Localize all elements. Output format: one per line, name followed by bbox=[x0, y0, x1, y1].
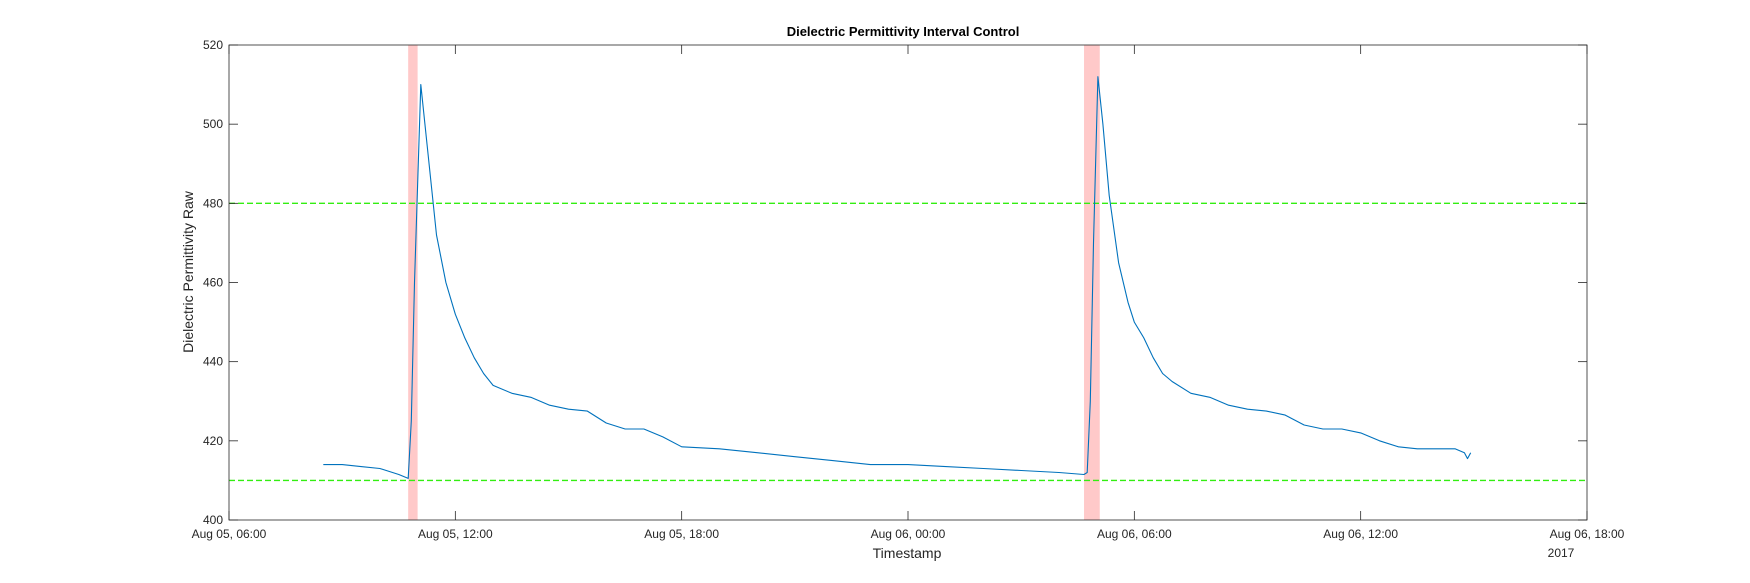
y-axis-ticks: 400 420 440 460 480 500 520 bbox=[203, 38, 1587, 527]
x-tick-label: Aug 05, 18:00 bbox=[644, 527, 719, 541]
y-tick-label: 460 bbox=[203, 276, 223, 290]
y-tick-label: 500 bbox=[203, 117, 223, 131]
x-tick-label: Aug 06, 18:00 bbox=[1550, 527, 1625, 541]
x-axis-year-label: 2017 bbox=[1548, 546, 1575, 560]
data-series bbox=[323, 76, 1472, 479]
y-axis-label: Dielectric Permittivity Raw bbox=[180, 190, 196, 353]
y-tick-label: 400 bbox=[203, 513, 223, 527]
plot-background bbox=[229, 45, 1587, 520]
x-tick-label: Aug 05, 12:00 bbox=[418, 527, 493, 541]
y-tick-label: 420 bbox=[203, 434, 223, 448]
x-axis-label: Timestamp bbox=[873, 545, 942, 561]
reference-lines bbox=[229, 202, 1587, 482]
chart-title: Dielectric Permittivity Interval Control bbox=[787, 24, 1020, 39]
y-tick-label: 520 bbox=[203, 38, 223, 52]
x-axis-ticks: Aug 05, 06:00 Aug 05, 12:00 Aug 05, 18:00 A… bbox=[192, 45, 1625, 541]
x-tick-label: Aug 06, 06:00 bbox=[1097, 527, 1172, 541]
shaded-interval-0 bbox=[408, 45, 418, 520]
x-tick-label: Aug 06, 00:00 bbox=[871, 527, 946, 541]
plot-area bbox=[229, 45, 1587, 520]
y-tick-label: 480 bbox=[203, 196, 223, 210]
y-tick-label: 440 bbox=[203, 355, 223, 369]
x-tick-label: Aug 05, 06:00 bbox=[192, 527, 267, 541]
series-line-0 bbox=[323, 76, 1472, 479]
x-tick-label: Aug 06, 12:00 bbox=[1323, 527, 1398, 541]
